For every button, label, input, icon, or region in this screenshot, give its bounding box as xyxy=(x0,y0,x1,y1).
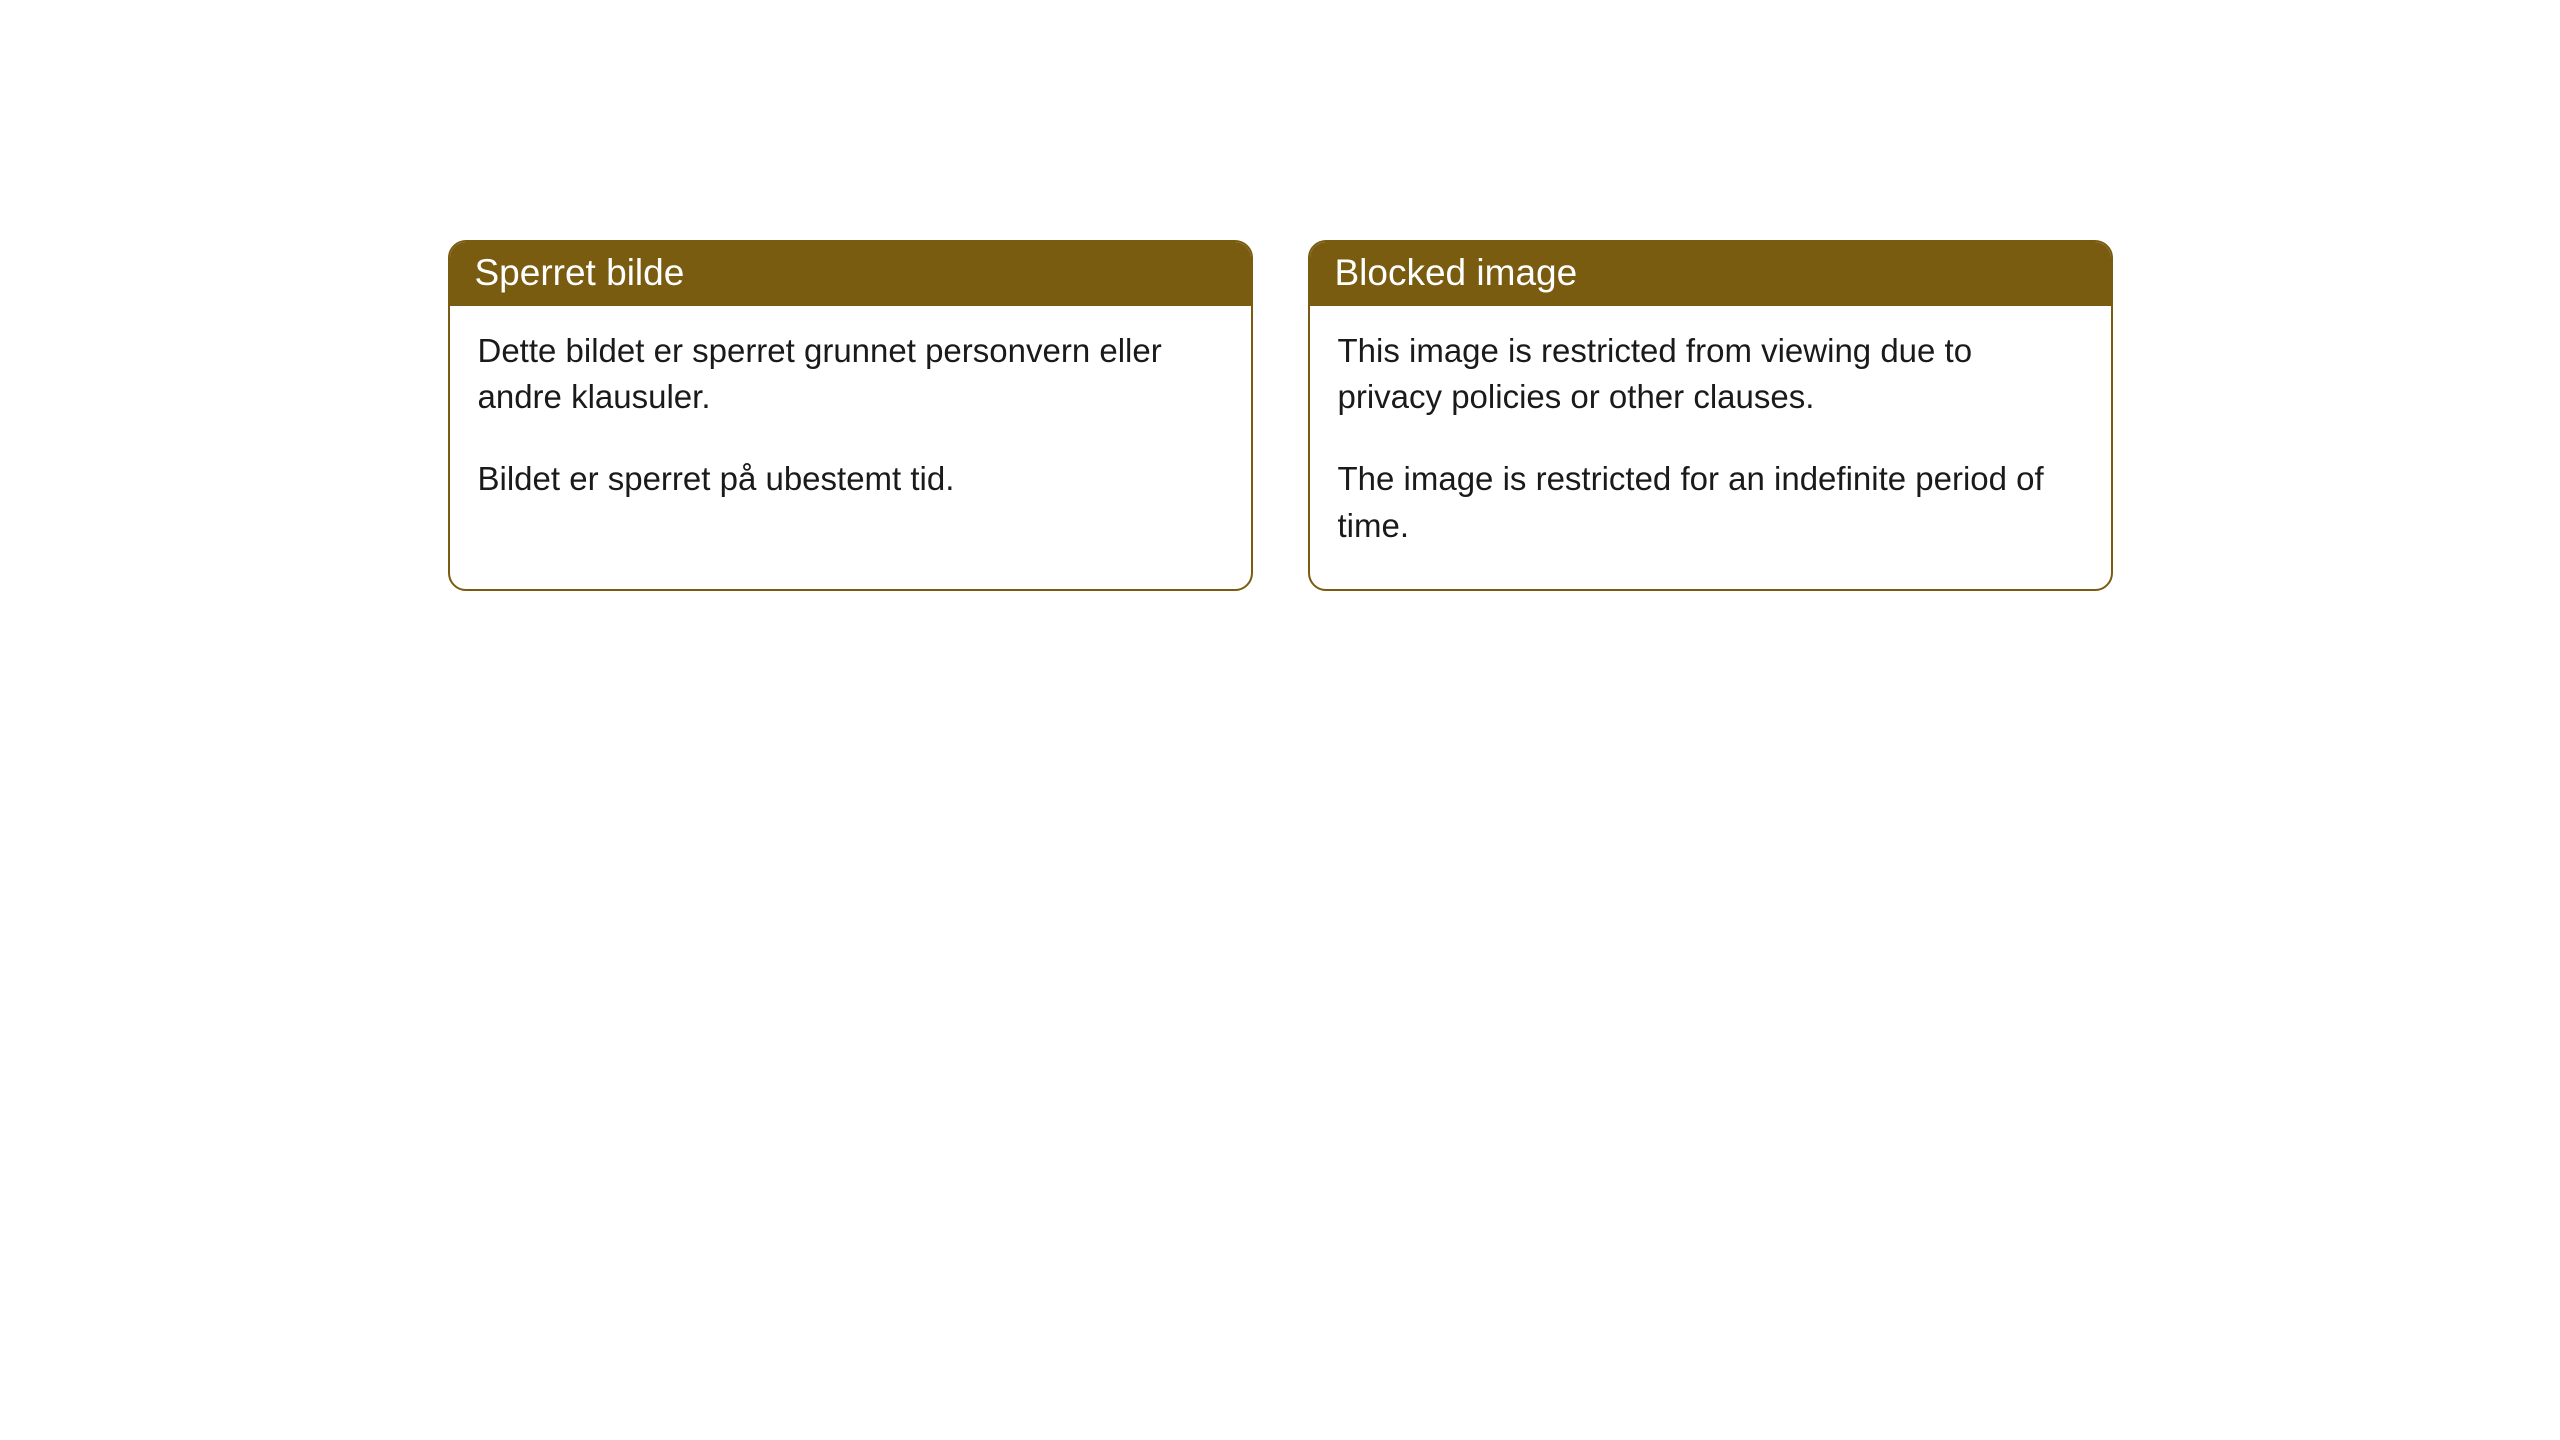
card-paragraph-2: Bildet er sperret på ubestemt tid. xyxy=(478,456,1223,502)
cards-container: Sperret bilde Dette bildet er sperret gr… xyxy=(0,240,2560,591)
card-title: Sperret bilde xyxy=(475,252,685,293)
card-header: Blocked image xyxy=(1310,242,2111,306)
notice-card-english: Blocked image This image is restricted f… xyxy=(1308,240,2113,591)
card-paragraph-2: The image is restricted for an indefinit… xyxy=(1338,456,2083,548)
card-body: Dette bildet er sperret grunnet personve… xyxy=(450,306,1251,543)
card-header: Sperret bilde xyxy=(450,242,1251,306)
card-paragraph-1: This image is restricted from viewing du… xyxy=(1338,328,2083,420)
notice-card-norwegian: Sperret bilde Dette bildet er sperret gr… xyxy=(448,240,1253,591)
card-body: This image is restricted from viewing du… xyxy=(1310,306,2111,589)
card-paragraph-1: Dette bildet er sperret grunnet personve… xyxy=(478,328,1223,420)
card-title: Blocked image xyxy=(1335,252,1578,293)
